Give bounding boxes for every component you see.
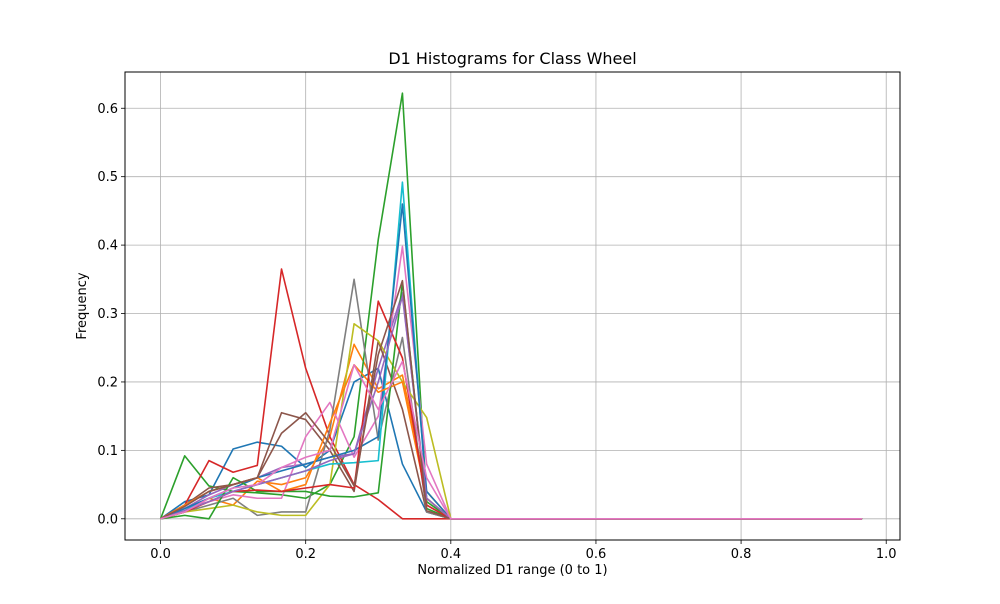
series-lines: [159, 92, 863, 520]
x-tick-label: 0.6: [586, 547, 607, 562]
y-axis-label: Frequency: [75, 272, 90, 339]
x-tick-label: 0.8: [731, 547, 752, 562]
x-tick-label: 0.0: [150, 547, 171, 562]
x-axis-label: Normalized D1 range (0 to 1): [417, 563, 607, 578]
y-tick-label: 0.6: [97, 102, 118, 117]
y-tick-label: 0.5: [97, 170, 118, 185]
chart-title: D1 Histograms for Class Wheel: [388, 49, 636, 68]
y-tick-label: 0.4: [97, 239, 118, 254]
grid: [125, 72, 900, 540]
plot-frame: [124, 71, 901, 541]
x-tick-label: 0.4: [440, 547, 461, 562]
y-tick-label: 0.0: [97, 512, 118, 527]
axis-ticks: 0.0 0.2 0.4 0.6 0.8 1.0 0.0 0.1 0.2 0.3 0.4 0.5 0.6: [97, 102, 896, 562]
x-tick-label: 1.0: [876, 547, 897, 562]
y-tick-label: 0.1: [97, 444, 118, 459]
y-tick-label: 0.3: [97, 307, 118, 322]
y-tick-label: 0.2: [97, 375, 118, 390]
x-tick-label: 0.2: [295, 547, 316, 562]
series-line-17: [160, 360, 863, 520]
